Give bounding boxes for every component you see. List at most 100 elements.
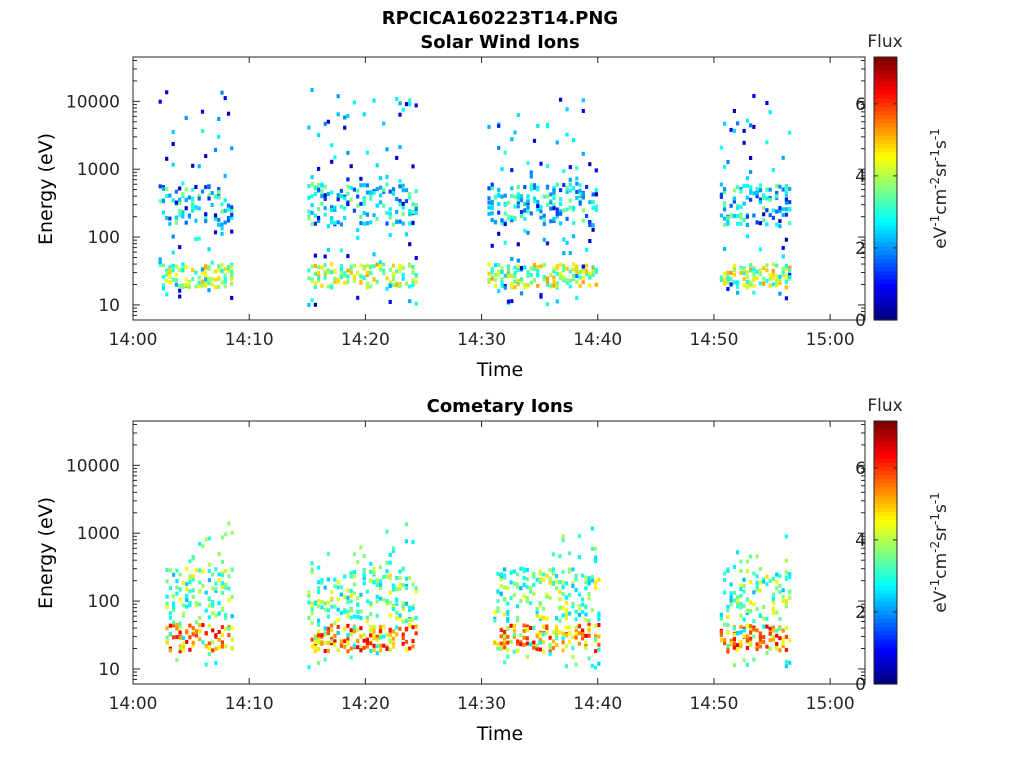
heatmap-cell bbox=[519, 198, 524, 203]
heatmap-cell bbox=[207, 276, 211, 281]
heatmap-cell bbox=[369, 641, 373, 646]
heatmap-cell bbox=[775, 222, 779, 227]
heatmap-cell bbox=[168, 193, 172, 198]
heatmap-cell bbox=[197, 280, 201, 285]
heatmap-cell bbox=[346, 184, 350, 189]
heatmap-cell bbox=[171, 263, 175, 268]
heatmap-cell bbox=[736, 185, 740, 190]
heatmap-cell bbox=[513, 130, 517, 135]
heatmap-cell bbox=[378, 586, 383, 590]
heatmap-cell bbox=[408, 608, 412, 613]
heatmap-cell bbox=[732, 632, 736, 637]
heatmap-cell bbox=[739, 624, 743, 629]
heatmap-cell bbox=[771, 208, 775, 213]
heatmap-cell bbox=[519, 266, 524, 270]
heatmap-cell bbox=[745, 634, 749, 639]
heatmap-cell bbox=[749, 642, 753, 647]
heatmap-cell bbox=[519, 566, 523, 571]
heatmap-cell bbox=[584, 605, 588, 610]
heatmap-cell bbox=[726, 630, 730, 635]
heatmap-cell bbox=[742, 628, 746, 633]
heatmap-cell bbox=[749, 185, 753, 190]
heatmap-cell bbox=[382, 268, 386, 273]
heatmap-cell bbox=[388, 640, 392, 645]
heatmap-cell bbox=[535, 647, 539, 651]
heatmap-cell bbox=[362, 265, 366, 270]
heatmap-cell bbox=[204, 644, 208, 649]
heatmap-cell bbox=[320, 183, 324, 188]
heatmap-cell bbox=[388, 576, 392, 581]
heatmap-cell bbox=[490, 218, 494, 222]
heatmap-cell bbox=[575, 280, 579, 285]
heatmap-cell bbox=[719, 194, 723, 199]
heatmap-cell bbox=[742, 283, 746, 288]
heatmap-cell bbox=[784, 197, 788, 202]
heatmap-cell bbox=[320, 641, 324, 645]
heatmap-cell bbox=[522, 575, 526, 580]
heatmap-cell bbox=[349, 197, 353, 202]
heatmap-cell bbox=[372, 634, 376, 639]
heatmap-cell bbox=[385, 560, 389, 565]
heatmap-cell bbox=[181, 210, 185, 215]
heatmap-cell bbox=[230, 205, 234, 210]
heatmap-cell bbox=[224, 644, 228, 649]
heatmap-cell bbox=[506, 648, 510, 653]
y-tick-label: 10 bbox=[98, 660, 120, 680]
heatmap-cell bbox=[729, 591, 733, 596]
heatmap-cell bbox=[220, 606, 224, 611]
heatmap-cell bbox=[538, 615, 542, 619]
heatmap-cell bbox=[719, 633, 723, 638]
heatmap-cell bbox=[564, 600, 568, 605]
heatmap-cell bbox=[587, 576, 591, 581]
heatmap-cell bbox=[339, 222, 343, 227]
heatmap-cell bbox=[552, 196, 556, 201]
heatmap-cell bbox=[723, 272, 727, 277]
heatmap-cell bbox=[201, 584, 205, 589]
heatmap-cell bbox=[198, 568, 202, 573]
heatmap-cell bbox=[784, 577, 788, 581]
heatmap-cell bbox=[506, 200, 511, 205]
heatmap-cell bbox=[207, 264, 211, 269]
heatmap-cell bbox=[555, 266, 559, 271]
heatmap-cell bbox=[758, 567, 762, 571]
heatmap-cell bbox=[549, 206, 553, 211]
heatmap-cell bbox=[575, 190, 579, 194]
heatmap-cell bbox=[198, 602, 202, 607]
heatmap-cell bbox=[207, 596, 211, 601]
heatmap-cell bbox=[742, 658, 746, 663]
heatmap-cell bbox=[574, 617, 578, 622]
heatmap-cell bbox=[584, 641, 588, 646]
heatmap-cell bbox=[165, 635, 169, 640]
heatmap-cell bbox=[749, 609, 753, 614]
heatmap-cell bbox=[539, 293, 543, 298]
heatmap-cell bbox=[558, 597, 562, 602]
heatmap-cell bbox=[207, 536, 211, 541]
heatmap-cell bbox=[356, 235, 360, 240]
heatmap-cell bbox=[490, 211, 494, 216]
heatmap-cell bbox=[168, 273, 172, 278]
heatmap-cell bbox=[552, 190, 556, 195]
heatmap-cell bbox=[525, 636, 529, 641]
heatmap-cell bbox=[562, 208, 566, 213]
heatmap-cell bbox=[548, 645, 552, 650]
heatmap-cell bbox=[745, 270, 749, 275]
heatmap-cell bbox=[519, 279, 524, 284]
heatmap-cell bbox=[326, 614, 330, 619]
heatmap-cell bbox=[310, 570, 314, 575]
heatmap-cell bbox=[204, 279, 208, 284]
heatmap-cell bbox=[752, 290, 756, 295]
heatmap-cell bbox=[775, 263, 779, 268]
heatmap-cell bbox=[343, 639, 347, 644]
heatmap-cell bbox=[503, 285, 507, 290]
heatmap-cell bbox=[532, 183, 537, 188]
heatmap-cell bbox=[411, 604, 415, 609]
heatmap-cell bbox=[313, 640, 317, 645]
heatmap-cell bbox=[588, 239, 592, 243]
heatmap-cell bbox=[388, 573, 392, 578]
heatmap-cell bbox=[784, 599, 788, 603]
heatmap-cell bbox=[230, 295, 234, 300]
heatmap-cell bbox=[591, 265, 595, 270]
heatmap-cell bbox=[542, 218, 546, 223]
heatmap-cell bbox=[323, 212, 327, 217]
heatmap-cell bbox=[211, 572, 215, 577]
